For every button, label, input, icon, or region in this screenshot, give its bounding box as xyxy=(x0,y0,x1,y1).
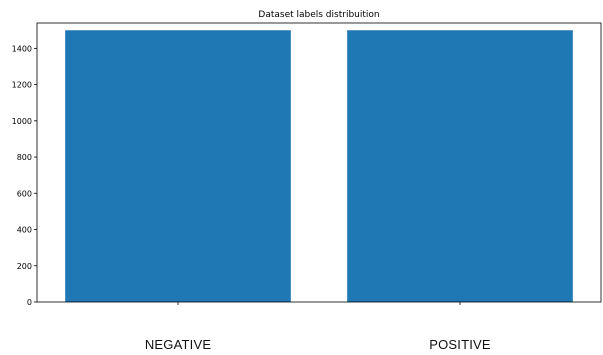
plot-frame xyxy=(36,22,602,303)
y-tick-label: 200 xyxy=(17,262,32,271)
x-ticks xyxy=(177,302,461,305)
bar-negative xyxy=(65,30,291,302)
y-tick-label: 400 xyxy=(17,226,32,235)
x-tick-label-negative: NEGATIVE xyxy=(144,337,212,352)
x-tick-label-positive: POSITIVE xyxy=(429,337,491,352)
y-tick-label: 1400 xyxy=(12,44,32,53)
y-ticks: 0 200 400 600 800 1000 1200 1400 xyxy=(12,44,37,307)
bars-layer xyxy=(65,30,573,302)
axes-layer xyxy=(36,22,602,303)
y-tick-label: 0 xyxy=(27,298,32,307)
chart-title: Dataset labels distribuition xyxy=(258,10,379,20)
y-tick-label: 1000 xyxy=(12,117,32,126)
y-tick-label: 1200 xyxy=(12,81,32,90)
bar-positive xyxy=(347,30,573,302)
y-tick-label: 600 xyxy=(17,189,32,198)
y-tick-label: 800 xyxy=(17,153,32,162)
